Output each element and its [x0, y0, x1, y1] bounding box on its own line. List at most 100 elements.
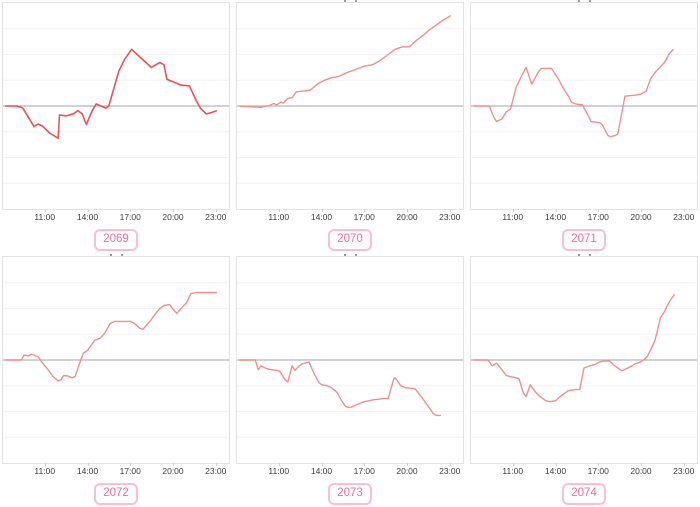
badge-row: 2073 [236, 477, 464, 507]
x-tick-label: 23:00 [205, 466, 227, 476]
title-fragment-dot [120, 254, 123, 256]
x-axis-tick-mark [449, 463, 451, 466]
chart-panel-2069: 11:00 14:00 17:00 20:00 23:00 2069 [2, 0, 230, 253]
x-tick-label: 17:00 [353, 212, 375, 222]
x-axis-tick-mark [44, 209, 46, 212]
x-tick-label: 23:00 [673, 466, 695, 476]
x-axis-tick-mark [683, 209, 685, 212]
x-axis-tick-mark [173, 463, 174, 466]
title-fragment-dot [354, 0, 357, 2]
chart-id-badge[interactable]: 2069 [94, 229, 138, 251]
x-axis-tick-mark [321, 209, 323, 212]
x-axis-tick-mark [555, 209, 557, 212]
x-axis-tick-mark [130, 209, 132, 212]
title-fragment-dot [588, 254, 591, 256]
x-axis-tick-mark [364, 463, 366, 466]
x-tick-label: 14:00 [544, 212, 567, 222]
x-tick-label: 17:00 [587, 212, 609, 222]
badge-row: 2070 [236, 223, 464, 253]
x-tick-label: 11:00 [268, 212, 290, 222]
chart-panel-2072: 11:00 14:00 17:00 20:00 23:00 2072 [2, 253, 230, 507]
title-fragment-dot [109, 254, 112, 256]
x-axis-tick-mark [364, 209, 366, 212]
x-tick-label: 17:00 [119, 212, 141, 222]
x-axis-tick-mark [641, 463, 642, 466]
line-chart-svg [237, 15, 463, 184]
title-fragment-dot [588, 0, 591, 2]
x-tick-label: 20:00 [630, 466, 652, 476]
x-axis-tick-mark [449, 209, 451, 212]
badge-row: 2069 [2, 223, 230, 253]
chart-panel-2073: 11:00 14:00 17:00 20:00 23:00 2073 [236, 253, 464, 507]
chart-id-badge[interactable]: 2072 [94, 483, 138, 505]
x-tick-label: 11:00 [502, 212, 524, 222]
clipped-chart-title [2, 253, 230, 256]
x-tick-label: 20:00 [630, 212, 652, 222]
title-fragment-dot [577, 254, 580, 256]
x-axis-ticks: 11:00 14:00 17:00 20:00 23:00 [2, 209, 230, 223]
clipped-chart-title [470, 0, 698, 2]
x-axis-tick-mark [278, 209, 280, 212]
x-axis-tick-mark [407, 209, 408, 212]
x-axis-tick-mark [215, 209, 217, 212]
x-axis-tick-mark [512, 209, 514, 212]
x-axis-ticks: 11:00 14:00 17:00 20:00 23:00 [2, 463, 230, 477]
x-tick-label: 14:00 [76, 466, 99, 476]
chart-panel-2071: 11:00 14:00 17:00 20:00 23:00 2071 [470, 0, 698, 253]
x-axis-tick-mark [555, 463, 557, 466]
x-axis-tick-mark [641, 209, 642, 212]
x-tick-label: 17:00 [119, 466, 141, 476]
chart-plot-area [236, 256, 464, 464]
x-axis-tick-mark [173, 209, 174, 212]
x-tick-label: 20:00 [396, 466, 418, 476]
title-fragment-dot [343, 0, 346, 2]
x-tick-label: 17:00 [353, 466, 375, 476]
clipped-chart-title [470, 253, 698, 256]
chart-id-badge[interactable]: 2070 [328, 229, 372, 251]
x-tick-label: 17:00 [587, 466, 609, 476]
chart-plot-area [470, 2, 698, 210]
title-fragment-dot [577, 0, 580, 2]
x-axis-tick-mark [87, 463, 89, 466]
badge-row: 2071 [470, 223, 698, 253]
clipped-chart-title [236, 0, 464, 2]
badge-row: 2072 [2, 477, 230, 507]
x-axis-ticks: 11:00 14:00 17:00 20:00 23:00 [236, 463, 464, 477]
x-axis-ticks: 11:00 14:00 17:00 20:00 23:00 [236, 209, 464, 223]
chart-id-badge[interactable]: 2074 [562, 483, 606, 505]
clipped-chart-title [236, 253, 464, 256]
x-tick-label: 14:00 [544, 466, 567, 476]
x-tick-label: 20:00 [162, 466, 184, 476]
x-tick-label: 23:00 [205, 212, 227, 222]
x-axis-tick-mark [130, 463, 132, 466]
x-tick-label: 20:00 [162, 212, 184, 222]
x-tick-label: 11:00 [34, 466, 56, 476]
title-fragment-dot [354, 254, 357, 256]
x-tick-label: 23:00 [439, 466, 461, 476]
line-chart-svg [237, 282, 463, 438]
x-axis-tick-mark [407, 463, 408, 466]
badge-row: 2074 [470, 477, 698, 507]
x-axis-tick-mark [598, 209, 600, 212]
chart-panel-2070: 11:00 14:00 17:00 20:00 23:00 2070 [236, 0, 464, 253]
chart-panel-2074: 11:00 14:00 17:00 20:00 23:00 2074 [470, 253, 698, 507]
x-axis-tick-mark [683, 463, 685, 466]
x-tick-label: 23:00 [673, 212, 695, 222]
x-axis-tick-mark [278, 463, 280, 466]
title-fragment-dot [343, 254, 346, 256]
chart-plot-area [2, 2, 230, 210]
line-chart-svg [471, 282, 697, 438]
x-axis-ticks: 11:00 14:00 17:00 20:00 23:00 [470, 463, 698, 477]
x-tick-label: 20:00 [396, 212, 418, 222]
x-axis-tick-mark [44, 463, 46, 466]
x-tick-label: 11:00 [268, 466, 290, 476]
x-axis-tick-mark [215, 463, 217, 466]
chart-plot-area [2, 256, 230, 464]
chart-id-badge[interactable]: 2073 [328, 483, 372, 505]
x-axis-tick-mark [598, 463, 600, 466]
x-axis-tick-mark [512, 463, 514, 466]
x-tick-label: 14:00 [310, 212, 333, 222]
chart-id-badge[interactable]: 2071 [562, 229, 606, 251]
x-tick-label: 14:00 [310, 466, 333, 476]
